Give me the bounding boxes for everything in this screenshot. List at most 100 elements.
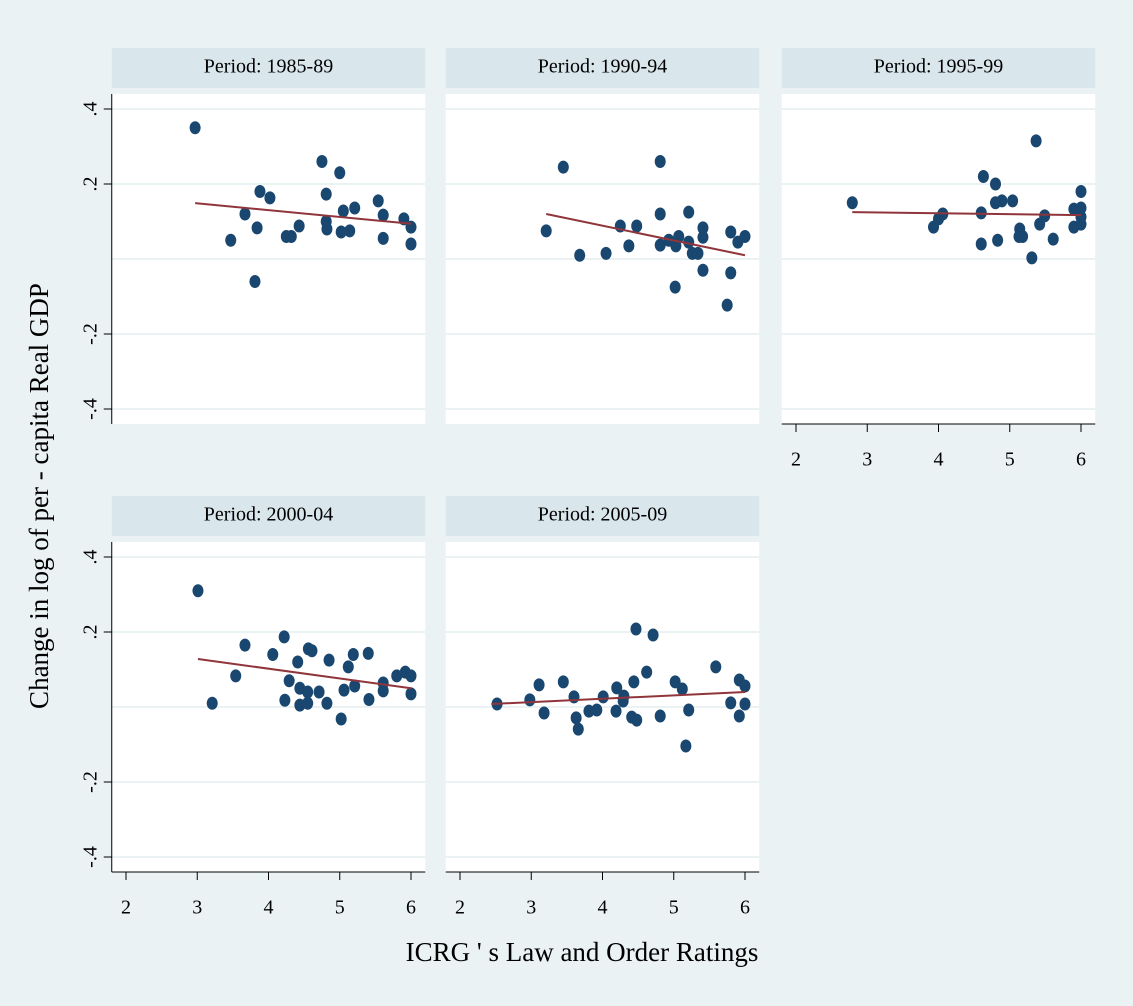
point <box>610 704 622 718</box>
point <box>313 685 325 699</box>
x-tick-label: 5 <box>669 897 679 919</box>
point <box>975 237 987 251</box>
y-tick-label: .4 <box>79 102 101 117</box>
x-tick-label: 6 <box>406 897 416 919</box>
point <box>524 693 536 707</box>
point <box>557 160 569 174</box>
point <box>597 690 609 704</box>
point <box>344 224 356 238</box>
point <box>1075 185 1087 198</box>
point <box>337 204 349 218</box>
point <box>572 722 584 736</box>
point <box>342 660 354 674</box>
y-tick-label: -.4 <box>79 398 101 420</box>
point <box>278 630 290 644</box>
y-tick-label: .4 <box>79 550 101 565</box>
point <box>292 655 304 669</box>
x-tick-label: 3 <box>526 897 536 919</box>
point <box>611 681 623 695</box>
point <box>405 237 417 251</box>
point <box>283 674 295 688</box>
y-axis-title: Change in log of per - capita Real GDP <box>24 283 54 709</box>
point <box>697 263 709 277</box>
point <box>697 230 709 244</box>
point <box>320 187 332 201</box>
x-tick-label: 5 <box>335 897 345 919</box>
point <box>680 739 692 753</box>
point <box>239 638 251 652</box>
point <box>405 687 417 701</box>
point <box>1017 230 1029 243</box>
fit-line <box>195 202 412 225</box>
strip <box>111 48 426 88</box>
point <box>628 675 640 689</box>
point <box>1039 209 1051 223</box>
fit-line <box>197 658 412 690</box>
point <box>739 230 751 243</box>
point <box>1026 251 1038 265</box>
y-tick-label: -.4 <box>79 846 101 868</box>
point <box>992 233 1004 247</box>
point <box>654 709 666 723</box>
x-tick-label: 2 <box>455 897 465 919</box>
point <box>557 675 569 689</box>
strip <box>111 496 426 536</box>
point <box>725 266 737 280</box>
point <box>189 121 201 135</box>
panel-title: Period: 1995-99 <box>874 56 1003 78</box>
point <box>977 170 989 183</box>
point <box>349 679 361 693</box>
point <box>591 703 603 717</box>
point <box>1075 201 1087 215</box>
point <box>302 696 314 710</box>
point <box>405 669 417 683</box>
point <box>631 219 643 233</box>
point <box>321 222 333 236</box>
x-tick-label: 6 <box>1076 449 1086 471</box>
point <box>349 201 361 215</box>
point <box>574 248 586 262</box>
point <box>1030 134 1042 148</box>
point <box>1075 217 1087 231</box>
x-tick-label: 4 <box>264 897 274 919</box>
point <box>733 709 745 723</box>
point <box>673 230 685 243</box>
point <box>618 689 630 703</box>
x-tick-label: 3 <box>862 449 872 471</box>
strip <box>445 48 760 88</box>
point <box>323 653 335 667</box>
point <box>362 646 374 660</box>
point <box>302 685 314 699</box>
point <box>363 693 375 706</box>
point <box>683 205 695 219</box>
point <box>267 648 279 661</box>
point <box>1047 232 1059 246</box>
x-tick-label: 2 <box>791 449 801 471</box>
point <box>225 233 237 247</box>
point <box>654 238 666 252</box>
x-axis-title: ICRG ' s Law and Order Ratings <box>406 937 759 967</box>
point <box>568 690 580 704</box>
panel-title: Period: 1985-89 <box>204 56 333 78</box>
point <box>321 696 333 710</box>
point <box>251 221 263 235</box>
point <box>306 644 318 658</box>
point <box>264 191 276 205</box>
strip <box>445 496 760 536</box>
point <box>647 628 659 642</box>
point <box>996 194 1008 208</box>
fit-line <box>491 691 746 705</box>
point <box>697 221 709 235</box>
point <box>669 280 681 294</box>
point <box>570 711 582 725</box>
point <box>279 693 291 707</box>
y-tick-label: -.2 <box>79 771 101 793</box>
point <box>654 207 666 221</box>
point <box>846 196 858 210</box>
point <box>725 225 737 239</box>
point <box>540 224 552 238</box>
point <box>192 584 204 598</box>
point <box>990 177 1001 191</box>
point <box>285 230 297 243</box>
